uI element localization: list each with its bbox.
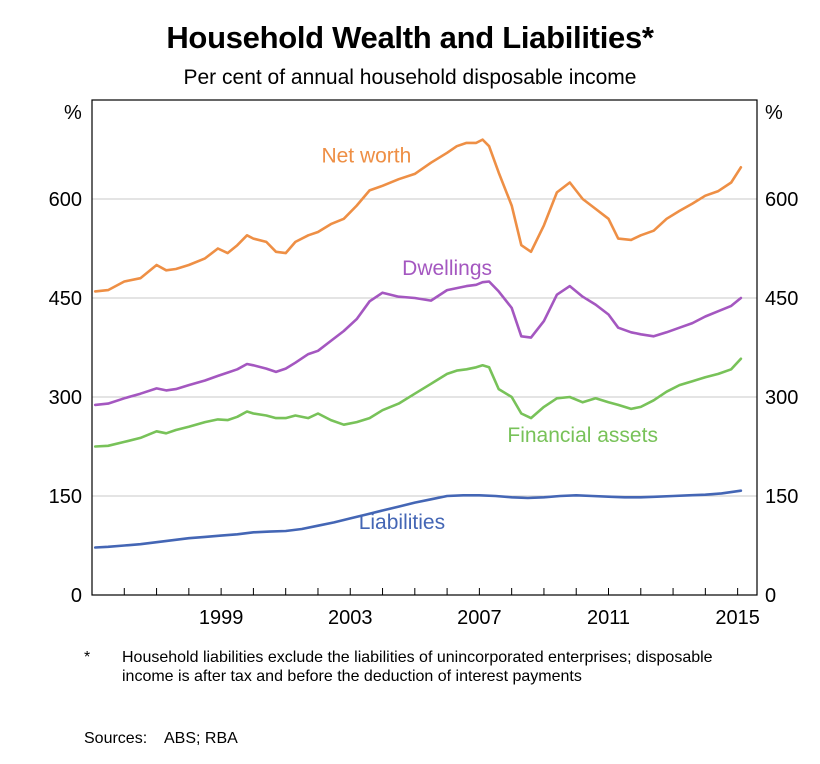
axis-ticks: 0 0 150 150 300 300 450 450 600 600 1999 2003 2007 20… [49, 189, 799, 629]
chart-subtitle: Per cent of annual household disposable … [183, 66, 637, 89]
series-line-financial-assets [93, 357, 743, 448]
sources: Sources: ABS; RBA [84, 730, 238, 748]
gridlines [92, 198, 757, 497]
sources-label: Sources: [84, 730, 148, 747]
footnote-mark: * [84, 649, 91, 666]
plot-frame [91, 99, 758, 596]
y-tick-left-600: 600 [49, 189, 82, 211]
y-tick-right-300: 300 [765, 387, 798, 409]
x-tick-2003: 2003 [328, 607, 373, 629]
chart-title: Household Wealth and Liabilities* [166, 20, 654, 55]
y-tick-right-0: 0 [765, 585, 776, 607]
sources-text: ABS; RBA [164, 730, 238, 747]
y-tick-left-450: 450 [49, 288, 82, 310]
y-tick-right-150: 150 [765, 486, 798, 508]
series-line-net-worth [93, 138, 743, 293]
label-dwellings: Dwellings [402, 257, 492, 280]
y-tick-right-600: 600 [765, 189, 798, 211]
y-tick-left-0: 0 [71, 585, 82, 607]
x-tick-2015: 2015 [715, 607, 760, 629]
y-unit-right: % [765, 102, 783, 124]
y-tick-right-450: 450 [765, 288, 798, 310]
y-tick-left-300: 300 [49, 387, 82, 409]
x-tick-2011: 2011 [587, 607, 630, 629]
series-lines [93, 138, 743, 549]
label-liabilities: Liabilities [359, 511, 445, 534]
label-financial-assets: Financial assets [507, 424, 658, 447]
x-tick-2007: 2007 [457, 607, 502, 629]
y-tick-left-150: 150 [49, 486, 82, 508]
series-line-dwellings [93, 280, 743, 407]
x-tick-1999: 1999 [199, 607, 244, 629]
label-net-worth: Net worth [321, 145, 411, 168]
y-unit-left: % [64, 102, 82, 124]
series-labels: Net worth Dwellings Financial assets Liabil… [321, 145, 658, 534]
footnote-text: Household liabilities exclude the liabil… [122, 649, 713, 685]
series-line-liabilities [93, 489, 743, 549]
